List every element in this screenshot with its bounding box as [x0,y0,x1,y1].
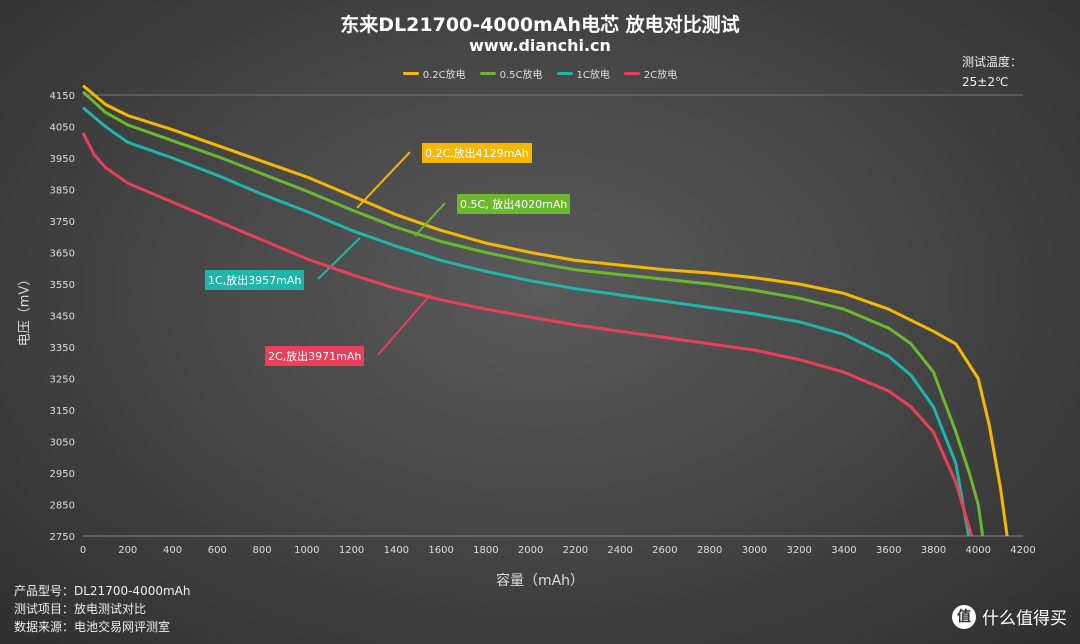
x-tick-label: 600 [208,545,227,556]
y-tick-label: 2950 [50,469,75,480]
series-line-0 [82,84,1009,537]
y-tick-label: 4150 [50,91,75,102]
y-tick-label: 3150 [50,406,75,417]
x-tick-label: 0 [80,545,86,556]
x-tick-label: 3000 [742,545,767,556]
annotation-0.5c: 0.5C, 放出4020mAh [457,194,571,214]
y-tick-label: 4050 [50,123,75,134]
x-tick-label: 800 [253,545,272,556]
chart-subtitle: www.dianchi.cn [469,36,611,55]
y-tick-label: 3550 [50,280,75,291]
watermark: 值什么值得买 [952,604,1067,629]
y-tick-label: 3750 [50,217,75,228]
x-tick-label: 3600 [876,545,901,556]
legend-item: 0.2C放电 [402,66,466,81]
x-tick-label: 400 [163,545,182,556]
x-tick-label: 1200 [339,545,364,556]
y-tick-label: 3650 [50,249,75,260]
x-tick-label: 2000 [518,545,543,556]
x-tick-label: 3800 [921,545,946,556]
y-axis-title: 电压（mV） [17,272,33,347]
temperature-label: 测试温度： [962,55,1023,69]
legend-label: 2C放电 [643,70,678,81]
legend-swatch [556,72,573,75]
test-temperature: 测试温度： 25±2℃ [962,52,1022,92]
legend-label: 0.2C放电 [422,70,466,81]
legend-swatch [623,72,640,75]
legend-label: 0.5C放电 [499,70,543,81]
annotation-0.2c: 0.2C,放出4129mAh [422,143,532,163]
series-line-1 [81,90,985,537]
chart-title: 东来DL21700-4000mAh电芯 放电对比测试 [340,14,740,36]
legend-item: 1C放电 [556,66,610,81]
legend-item: 2C放电 [623,66,678,81]
legend-swatch [402,72,419,75]
legend: 0.2C放电 0.5C放电 1C放电 2C放电 [0,66,1080,81]
x-tick-label: 3200 [786,545,811,556]
y-tick-label: 2850 [50,501,75,512]
x-tick-label: 2200 [563,545,588,556]
annotation-leader-0 [356,151,411,209]
annotation-leader-2 [317,237,361,280]
y-tick-label: 3350 [50,343,75,354]
y-tick-label: 3850 [50,186,75,197]
annotation-leader-3 [377,294,431,356]
x-tick-label: 2800 [697,545,722,556]
annotation-leader-1 [414,202,446,237]
annotation-1c: 1C,放出3957mAh [205,270,305,290]
info-source: 数据来源：电池交易网评测室 [14,620,171,634]
y-tick-label: 3450 [50,312,75,323]
x-tick-label: 2600 [652,545,677,556]
x-tick-label: 1800 [473,545,498,556]
legend-label: 1C放电 [576,70,610,81]
watermark-text: 什么值得买 [982,609,1067,629]
x-tick-label: 1000 [294,545,319,556]
legend-swatch [479,72,496,75]
y-tick-label: 2750 [50,532,75,543]
x-tick-label: 4000 [966,545,991,556]
legend-item: 0.5C放电 [479,66,543,81]
x-tick-label: 1400 [384,545,409,556]
series-line-3 [81,132,974,537]
smzdm-logo-icon: 值 [952,604,976,629]
info-item: 测试项目：放电测试对比 [14,602,147,616]
temperature-value: 25±2℃ [962,75,1009,89]
x-tick-label: 200 [118,545,137,556]
x-tick-label: 2400 [607,545,632,556]
test-info: 产品型号：DL21700-4000mAh 测试项目：放电测试对比 数据来源：电池… [14,582,190,636]
x-tick-label: 1600 [428,545,453,556]
y-tick-label: 3250 [50,375,75,386]
annotation-2c: 2C,放出3971mAh [265,346,365,366]
y-tick-label: 3050 [50,438,75,449]
y-tick-label: 3950 [50,154,75,165]
x-tick-label: 4200 [1010,545,1035,556]
series-line-2 [82,106,971,537]
x-tick-label: 3400 [831,545,856,556]
info-model: 产品型号：DL21700-4000mAh [14,584,191,598]
x-axis-title: 容量（mAh） [495,573,585,589]
